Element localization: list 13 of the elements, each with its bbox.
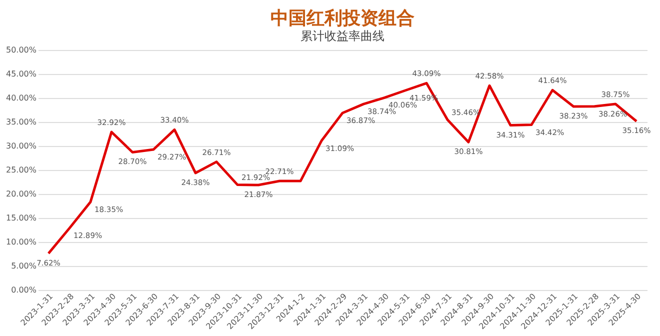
y-tick-label: 15.00% bbox=[6, 214, 37, 222]
y-tick-label: 10.00% bbox=[6, 238, 37, 246]
chart-subtitle: 累计收益率曲线 bbox=[300, 29, 384, 43]
y-tick-label: 5.00% bbox=[11, 262, 37, 270]
y-tick-label: 50.00% bbox=[6, 46, 37, 54]
y-tick-label: 35.00% bbox=[6, 118, 37, 126]
y-tick-label: 20.00% bbox=[6, 190, 37, 198]
chart-title: 中国红利投资组合 bbox=[270, 8, 414, 29]
y-tick-label: 25.00% bbox=[6, 166, 37, 174]
y-tick-label: 45.00% bbox=[6, 70, 37, 78]
y-tick-label: 0.00% bbox=[11, 286, 37, 294]
y-tick-label: 30.00% bbox=[6, 142, 37, 150]
y-tick-label: 40.00% bbox=[6, 94, 37, 102]
